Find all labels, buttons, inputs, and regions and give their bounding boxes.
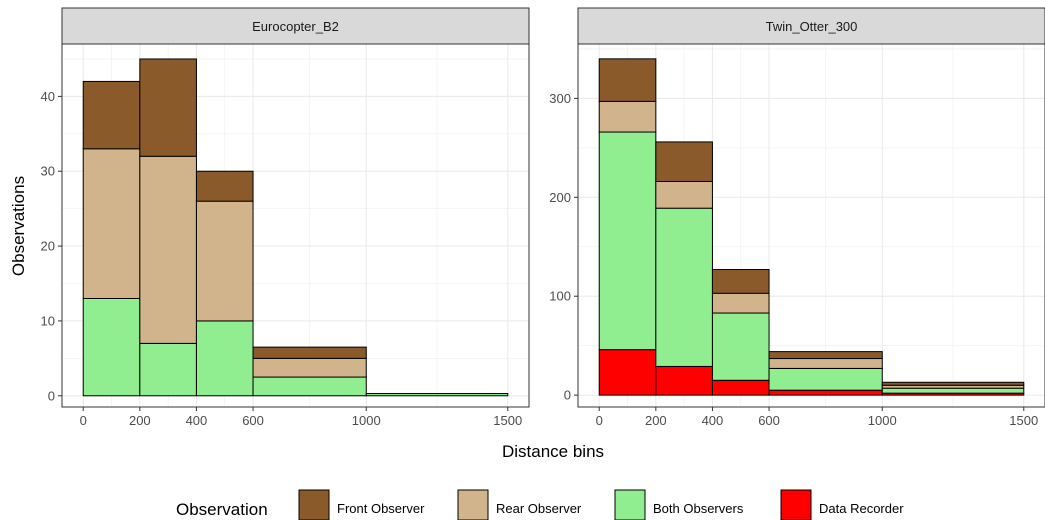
bar-front-observer: [195, 170, 254, 202]
bar-front-observer: [655, 141, 713, 182]
facet-panel-0: Eurocopter_B2 0 200 400 600 1000 1500 0 10 20 30 40: [41, 7, 530, 428]
legend-title: Observation: [176, 500, 268, 519]
panel-border: [61, 43, 530, 408]
facet-title: Eurocopter_B2: [252, 19, 339, 34]
bar-both-observers: [139, 342, 197, 397]
x-tick-label: 1500: [1009, 413, 1038, 428]
bar-front-observer: [881, 381, 1025, 386]
x-tick-label: 0: [80, 413, 87, 428]
bar-front-observer: [139, 58, 197, 157]
bar-both-observers: [711, 312, 770, 381]
legend-label-both-observers: Both Observers: [653, 501, 744, 516]
x-tick-label: 0: [596, 413, 603, 428]
x-tick-label: 1000: [868, 413, 897, 428]
bar-both-observers: [598, 131, 657, 351]
y-tick-label: 100: [549, 289, 571, 304]
y-tick-label: 300: [549, 91, 571, 106]
bar-both-observers: [768, 367, 883, 391]
x-tick-label: 400: [186, 413, 208, 428]
bar-front-observer: [82, 80, 141, 150]
y-tick-label: 0: [48, 388, 55, 403]
x-tick-label: 400: [702, 413, 724, 428]
x-tick-label: 1000: [352, 413, 381, 428]
y-tick-label: 200: [549, 190, 571, 205]
bar-data-recorder: [655, 365, 713, 396]
bar-data-recorder: [598, 349, 657, 396]
legend-label-rear-observer: Rear Observer: [496, 501, 582, 516]
bar-data-recorder: [768, 389, 883, 396]
y-tick-label: 30: [41, 164, 55, 179]
bar-both-observers: [82, 297, 141, 397]
y-tick-label: 0: [564, 388, 571, 403]
bar-front-observer: [598, 58, 657, 102]
x-axis-title: Distance bins: [502, 442, 604, 461]
x-tick-label: 600: [758, 413, 780, 428]
bar-rear-observer: [768, 358, 883, 369]
y-tick-label: 20: [41, 239, 55, 254]
legend-key-data-recorder: [780, 489, 812, 520]
bar-data-recorder: [711, 379, 770, 396]
x-tick-label: 200: [645, 413, 667, 428]
bar-rear-observer: [711, 292, 770, 314]
legend-key-rear-observer: [457, 489, 489, 520]
legend-label-front-observer: Front Observer: [337, 501, 425, 516]
bar-rear-observer: [195, 200, 254, 322]
legend: Observation Front Observer Rear Observer Bo…: [176, 489, 904, 520]
legend-label-data-recorder: Data Recorder: [819, 501, 904, 516]
x-tick-label: 1500: [493, 413, 522, 428]
y-axis-title: Observations: [9, 176, 28, 276]
panel-border: [577, 43, 1045, 408]
bar-front-observer: [711, 269, 770, 294]
bar-front-observer: [768, 351, 883, 360]
x-tick-label: 600: [242, 413, 264, 428]
y-tick-label: 40: [41, 89, 55, 104]
legend-key-front-observer: [298, 489, 330, 520]
bar-rear-observer: [82, 148, 141, 299]
bar-rear-observer: [252, 357, 367, 378]
bar-rear-observer: [655, 180, 713, 209]
bar-rear-observer: [139, 155, 197, 344]
facet-strip: [61, 7, 530, 45]
bar-both-observers: [365, 393, 509, 397]
bar-both-observers: [655, 207, 713, 367]
facet-title: Twin_Otter_300: [766, 19, 858, 34]
bar-both-observers: [195, 320, 254, 397]
y-tick-label: 10: [41, 313, 55, 328]
bar-both-observers: [252, 376, 367, 397]
x-tick-label: 200: [129, 413, 151, 428]
bar-both-observers: [881, 387, 1025, 394]
bar-rear-observer: [598, 100, 657, 133]
legend-key-both-observers: [614, 489, 646, 520]
facet-panel-1: Twin_Otter_300 0 200 400 600 1000 1500 0 100 200 3…: [549, 7, 1045, 428]
bar-front-observer: [252, 346, 367, 359]
